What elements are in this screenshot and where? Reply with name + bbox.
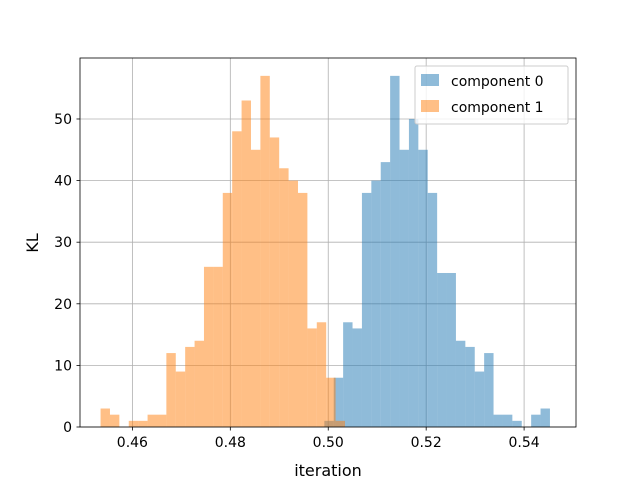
y-tick-label: 30	[54, 235, 72, 251]
y-tick-label: 50	[54, 112, 72, 128]
histogram-bar-series-1	[100, 408, 110, 427]
histogram-bar-series-0	[455, 340, 466, 427]
histogram-bar-series-0	[418, 149, 428, 428]
histogram-bar-series-1	[279, 168, 289, 427]
histogram-bar-series-0	[343, 322, 353, 427]
histogram-bar-series-1	[109, 414, 120, 427]
histogram-bar-series-1	[156, 414, 167, 427]
histogram-bars	[100, 75, 550, 428]
x-tick-label: 0.52	[411, 435, 442, 451]
histogram-bar-series-1	[232, 131, 242, 427]
y-tick-label: 40	[54, 174, 72, 190]
y-tick-label: 10	[54, 358, 72, 374]
histogram-bar-series-1	[128, 420, 139, 427]
x-tick-label: 0.54	[509, 435, 540, 451]
histogram-bar-series-1	[147, 414, 157, 427]
histogram-bar-series-0	[484, 353, 494, 427]
histogram-bar-series-1	[316, 322, 327, 427]
histogram-bar-series-0	[371, 180, 381, 427]
x-tick-label: 0.46	[117, 435, 148, 451]
histogram-bar-series-1	[194, 340, 204, 427]
axis-ticks: 0.46 0.48 0.50 0.52 0.54 0 10 20 30 40 50	[54, 112, 540, 451]
histogram-bar-series-0	[446, 272, 456, 427]
histogram-bar-series-1	[335, 420, 345, 427]
histogram-bar-series-1	[241, 100, 251, 427]
histogram-bar-series-1	[288, 180, 298, 427]
histogram-bar-series-1	[166, 353, 176, 427]
histogram-bar-series-1	[250, 149, 261, 428]
legend: component 0 component 1	[414, 65, 569, 125]
histogram-bar-series-0	[352, 328, 362, 427]
histogram-bar-series-0	[427, 192, 438, 427]
histogram-bar-series-1	[175, 371, 186, 427]
histogram-bar-series-0	[408, 118, 419, 428]
x-tick-label: 0.48	[215, 435, 246, 451]
histogram-bar-series-0	[399, 149, 409, 428]
histogram-bar-series-0	[502, 414, 513, 427]
histogram-bar-series-0	[531, 414, 541, 427]
histogram-bar-series-1	[307, 328, 317, 427]
y-tick-label: 20	[54, 297, 72, 313]
histogram-bar-series-0	[437, 272, 447, 427]
legend-swatch-component-0	[421, 74, 439, 86]
histogram-bar-series-0	[361, 192, 372, 427]
histogram-bar-series-0	[512, 420, 522, 427]
histogram-bar-series-1	[213, 266, 223, 427]
histogram-bar-series-0	[465, 346, 475, 427]
legend-label-component-0: component 0	[451, 74, 544, 90]
legend-box	[414, 65, 569, 125]
legend-swatch-component-1	[421, 100, 439, 112]
histogram-bar-series-1	[185, 346, 195, 427]
histogram-bar-series-1	[326, 377, 336, 427]
histogram-bar-series-1	[260, 75, 270, 427]
legend-label-component-1: component 1	[451, 100, 544, 116]
histogram-bar-series-1	[203, 266, 214, 427]
x-axis-label: iteration	[294, 461, 362, 480]
histogram-bar-series-0	[493, 414, 503, 427]
histogram-bar-series-0	[380, 162, 391, 427]
y-axis-label: KL	[23, 233, 42, 252]
histogram-bar-series-0	[333, 377, 344, 427]
histogram-bar-series-0	[390, 75, 400, 427]
histogram-bar-series-1	[269, 137, 280, 427]
histogram-bar-series-1	[138, 420, 148, 427]
histogram-bar-series-0	[474, 371, 485, 427]
x-tick-label: 0.50	[313, 435, 344, 451]
y-tick-label: 0	[63, 420, 72, 436]
histogram-bar-series-0	[540, 408, 550, 427]
histogram-bar-series-1	[222, 192, 233, 427]
histogram-bar-series-1	[297, 192, 308, 427]
